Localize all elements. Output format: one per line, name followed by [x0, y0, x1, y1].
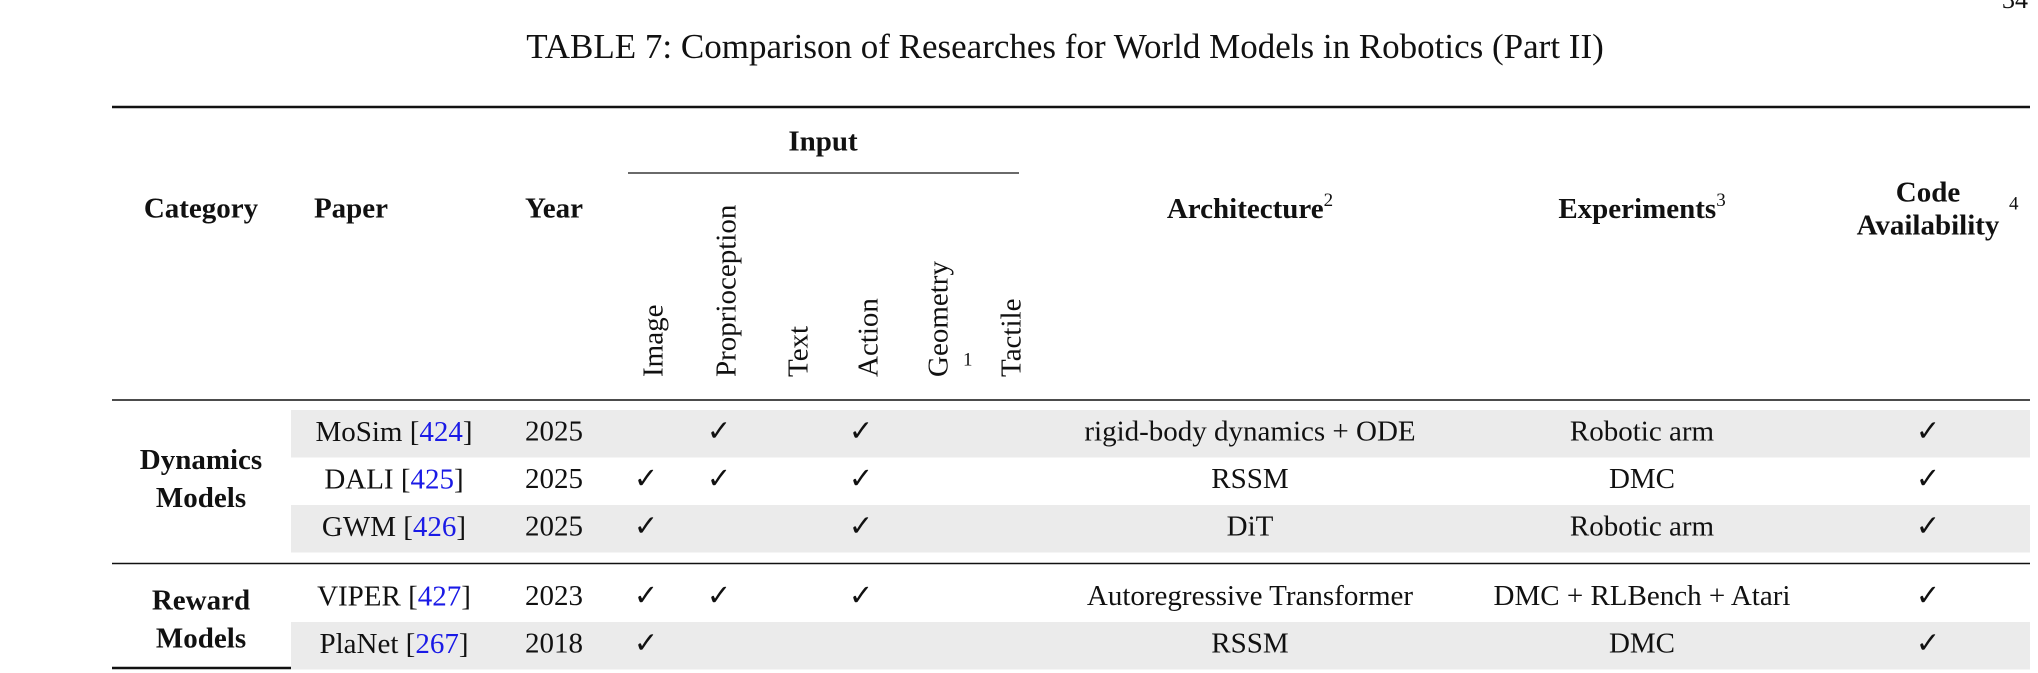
year-cell: 2025 — [525, 510, 583, 542]
footnote-mark: 1 — [963, 349, 973, 370]
header-cell: Paper — [314, 193, 388, 225]
check-mark: ✓ — [849, 415, 873, 447]
paper-text: GWM [ — [322, 510, 413, 542]
citation-link: 425 — [411, 463, 455, 495]
paper-text: ] — [463, 415, 473, 447]
header-cell: Year — [525, 193, 583, 225]
category-cell: Dynamics — [140, 444, 262, 476]
page-number: 34 — [2002, 0, 2028, 14]
header-text: Architecture — [1167, 193, 1324, 225]
check-mark: ✓ — [1916, 463, 1940, 495]
header-text: Experiments — [1558, 193, 1716, 225]
architecture-cell: DiT — [1227, 510, 1274, 542]
footnote-mark: 4 — [2009, 193, 2019, 214]
check-mark: ✓ — [1916, 415, 1940, 447]
table-body: MoSim [424] 2025 ✓ ✓ rigid-body dynamics + O… — [112, 410, 2030, 670]
experiments-cell: DMC — [1609, 463, 1675, 495]
paper-text: ] — [454, 463, 464, 495]
year-cell: 2023 — [525, 580, 583, 612]
paper-cell: GWM [426] — [322, 510, 466, 542]
paper-text: ] — [456, 510, 466, 542]
header-cell: Availability — [1857, 210, 2000, 242]
architecture-cell: Autoregressive Transformer — [1087, 580, 1414, 612]
architecture-cell: rigid-body dynamics + ODE — [1084, 415, 1415, 447]
citation-link: 267 — [415, 627, 459, 659]
experiments-cell: DMC + RLBench + Atari — [1494, 580, 1791, 612]
row-shade — [291, 622, 2030, 670]
experiments-cell: Robotic arm — [1570, 510, 1715, 542]
paper-text: ] — [461, 580, 471, 612]
header-cell: Category — [144, 193, 259, 225]
experiments-cell: DMC — [1609, 627, 1675, 659]
input-header: Geometry — [923, 261, 955, 377]
check-mark: ✓ — [1916, 510, 1940, 542]
check-mark: ✓ — [1916, 627, 1940, 659]
row-shade — [291, 410, 2030, 458]
paper-cell: VIPER [427] — [317, 580, 471, 612]
paper-cell: DALI [425] — [324, 463, 463, 495]
table-title: TABLE 7: Comparison of Researches for Wo… — [526, 27, 1604, 66]
check-mark: ✓ — [707, 463, 731, 495]
header-cell: Input — [788, 126, 858, 158]
check-mark: ✓ — [634, 510, 658, 542]
footnote-mark: 3 — [1716, 190, 1726, 211]
citation-link: 427 — [418, 580, 462, 612]
citation-link: 424 — [419, 415, 463, 447]
input-header: Text — [783, 326, 815, 377]
year-cell: 2018 — [525, 627, 583, 659]
input-header: Tactile — [996, 299, 1028, 377]
paper-text: PlaNet [ — [319, 627, 415, 659]
check-mark: ✓ — [634, 627, 658, 659]
check-mark: ✓ — [849, 510, 873, 542]
paper-cell: MoSim [424] — [315, 415, 472, 447]
paper-text: VIPER [ — [317, 580, 418, 612]
check-mark: ✓ — [634, 463, 658, 495]
paper-text: ] — [459, 627, 469, 659]
header-cell: Experiments3 — [1558, 190, 1725, 224]
year-cell: 2025 — [525, 463, 583, 495]
paper-text: MoSim [ — [315, 415, 419, 447]
check-mark: ✓ — [849, 580, 873, 612]
input-header: Proprioception — [711, 204, 743, 377]
check-mark: ✓ — [849, 463, 873, 495]
input-header: Image — [638, 305, 670, 377]
row-shade — [291, 505, 2030, 553]
footnote-mark: 2 — [1324, 190, 1334, 211]
architecture-cell: RSSM — [1211, 463, 1288, 495]
header-cell: Architecture2 — [1167, 190, 1333, 224]
paper-cell: PlaNet [267] — [319, 627, 468, 659]
header-cell: Code — [1896, 177, 1961, 209]
check-mark: ✓ — [634, 580, 658, 612]
check-mark: ✓ — [707, 415, 731, 447]
paper-text: DALI [ — [324, 463, 410, 495]
citation-link: 426 — [413, 510, 457, 542]
year-cell: 2025 — [525, 415, 583, 447]
check-mark: ✓ — [707, 580, 731, 612]
check-mark: ✓ — [1916, 580, 1940, 612]
category-cell: Models — [156, 482, 246, 514]
architecture-cell: RSSM — [1211, 627, 1288, 659]
category-cell: Models — [156, 623, 246, 655]
input-header: Action — [853, 298, 885, 377]
category-cell: Reward — [152, 585, 250, 617]
experiments-cell: Robotic arm — [1570, 415, 1715, 447]
